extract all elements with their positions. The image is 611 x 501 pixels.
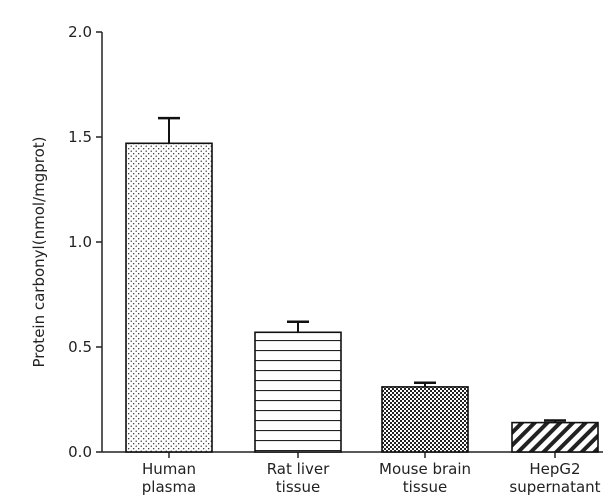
x-tick-label: Mouse brain bbox=[379, 460, 471, 478]
bars bbox=[125, 116, 599, 453]
x-tick-label: Rat liver bbox=[267, 460, 330, 478]
x-tick-label: supernatant bbox=[509, 478, 600, 496]
y-tick-label: 1.5 bbox=[68, 128, 92, 146]
x-tick-label: tissue bbox=[276, 478, 320, 496]
y-tick-label: 0.0 bbox=[68, 443, 92, 461]
x-tick-label: Human bbox=[142, 460, 196, 478]
x-tick-label: plasma bbox=[142, 478, 197, 496]
bar bbox=[381, 386, 469, 453]
y-axis-label: Protein carbonyl(nmol/mgprot) bbox=[30, 137, 48, 368]
y-tick-label: 2.0 bbox=[68, 23, 92, 41]
x-tick-label: tissue bbox=[403, 478, 447, 496]
x-tick-label: HepG2 bbox=[529, 460, 580, 478]
y-tick-label: 0.5 bbox=[68, 338, 92, 356]
bar bbox=[254, 331, 342, 453]
y-tick-label: 1.0 bbox=[68, 233, 92, 251]
bar bbox=[511, 421, 599, 453]
labels: 0.0 0.5 1.0 1.5 2.0 Protein carbonyl(nmol/mgp… bbox=[30, 23, 601, 496]
bar bbox=[125, 142, 213, 453]
